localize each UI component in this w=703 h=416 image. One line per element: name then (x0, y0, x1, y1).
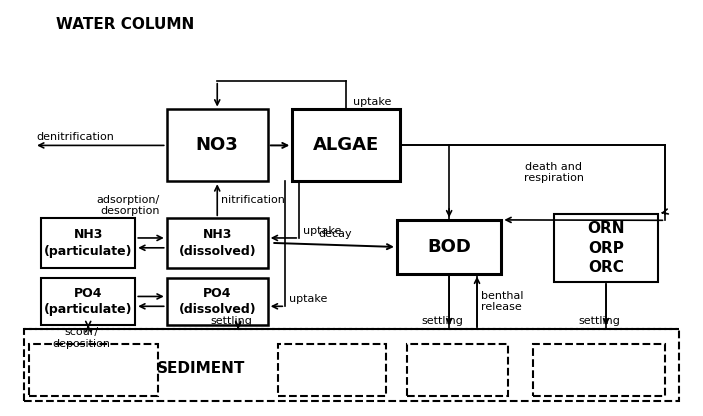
Bar (41, 278, 135, 325)
Text: uptake: uptake (303, 226, 341, 236)
Text: ALGAE: ALGAE (313, 136, 380, 154)
Text: WATER COLUMN: WATER COLUMN (56, 17, 194, 32)
Text: SEDIMENT: SEDIMENT (157, 362, 246, 376)
Text: benthal
release: benthal release (481, 291, 523, 312)
Text: decay: decay (318, 229, 352, 239)
Bar (24, 329, 679, 401)
Bar (554, 214, 659, 282)
Bar (292, 109, 400, 181)
Text: PO4
(particulate): PO4 (particulate) (44, 287, 132, 316)
Bar (533, 344, 665, 396)
Text: scour/
deposition: scour/ deposition (52, 327, 110, 349)
Text: settling: settling (421, 316, 463, 326)
Text: uptake: uptake (289, 294, 327, 304)
Bar (407, 344, 508, 396)
Text: uptake: uptake (353, 97, 392, 107)
Text: BOD: BOD (427, 238, 471, 256)
Text: NO3: NO3 (196, 136, 238, 154)
Bar (278, 344, 387, 396)
Bar (167, 218, 268, 267)
Text: settling: settling (578, 316, 620, 326)
Bar (167, 278, 268, 325)
Text: ORN
ORP
ORC: ORN ORP ORC (587, 221, 625, 275)
Text: denitrification: denitrification (37, 132, 114, 142)
Text: settling: settling (210, 316, 252, 326)
Text: NH3
(dissolved): NH3 (dissolved) (179, 228, 256, 258)
Text: adsorption/
desorption: adsorption/ desorption (96, 195, 160, 216)
Bar (167, 109, 268, 181)
Bar (396, 220, 501, 274)
Bar (30, 344, 158, 396)
Text: PO4
(dissolved): PO4 (dissolved) (179, 287, 256, 316)
Text: death and
respiration: death and respiration (524, 162, 583, 183)
Bar (41, 218, 135, 267)
Text: nitrification: nitrification (221, 195, 285, 205)
Text: NH3
(particulate): NH3 (particulate) (44, 228, 132, 258)
